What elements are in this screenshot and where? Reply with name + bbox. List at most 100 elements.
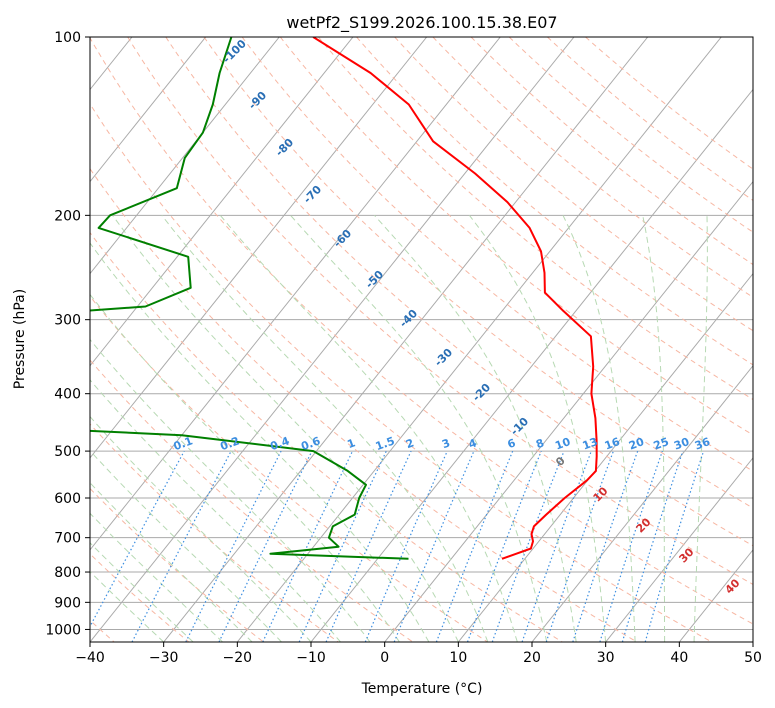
moist-adiabat-label: 10: [591, 484, 611, 504]
x-tick-label: 50: [744, 650, 762, 666]
x-tick-label: −10: [296, 650, 326, 666]
mixing-ratio-line: [621, 450, 684, 642]
moist-adiabat-label: 0: [553, 454, 568, 469]
y-tick-label: 300: [54, 313, 81, 329]
x-tick-label: −40: [75, 650, 105, 666]
mixing-ratio-label: 10: [553, 435, 572, 453]
mixing-ratio-line: [545, 450, 614, 642]
x-tick-label: 30: [597, 650, 615, 666]
moist-adiabat-line: [90, 415, 312, 642]
moist-adiabat-line: [112, 215, 459, 642]
mixing-ratio-label: 3: [440, 436, 452, 451]
dry-adiabat-line: [90, 37, 753, 625]
dry-adiabat-label: -70: [301, 183, 324, 206]
isotherm-line: [531, 364, 753, 642]
mixing-ratio-label: 0.4: [269, 434, 292, 453]
x-tick-label: 0: [380, 650, 389, 666]
moist-adiabat-line: [90, 542, 194, 642]
dry-adiabat-label: -100: [220, 37, 249, 66]
dry-adiabat-line: [318, 37, 753, 401]
mixing-ratio-label: 36: [693, 435, 712, 453]
x-tick-label: 10: [449, 650, 467, 666]
moist-adiabat-line: [290, 214, 548, 642]
dry-adiabat-line: [432, 37, 753, 298]
moist-adiabat-line: [562, 215, 636, 642]
isotherm-line: [90, 37, 280, 275]
isotherm-line: [457, 272, 753, 642]
moist-adiabat-line: [219, 214, 518, 642]
isotherm-line: [605, 457, 753, 642]
moist-adiabat-line: [90, 338, 371, 642]
isotherm-line: [90, 37, 428, 459]
mixing-ratio-label: 1.5: [374, 434, 397, 453]
moist-adiabat-line: [90, 570, 165, 642]
moist-adiabat-line: [90, 512, 223, 642]
moist-adiabat-label: 20: [634, 515, 654, 535]
moist-adiabat-line: [374, 214, 577, 642]
plot-data: [90, 37, 598, 560]
mixing-ratio-line: [218, 450, 313, 642]
chart-title: wetPf2_S199.2026.100.15.38.E07: [286, 13, 557, 33]
moist-adiabat-line: [90, 379, 341, 642]
mixing-ratio-line: [521, 450, 592, 642]
moist-adiabat-line: [469, 214, 607, 642]
dry-adiabat-line: [90, 167, 638, 642]
dry-adiabat-line: [508, 37, 753, 233]
y-tick-label: 400: [54, 387, 81, 403]
mixing-ratio-label: 16: [603, 435, 622, 453]
moist-adiabat-line: [90, 482, 253, 642]
y-axis-label: Pressure (hPa): [12, 289, 28, 389]
mixing-ratio-line: [599, 450, 663, 642]
isotherm-line: [0, 37, 58, 642]
isotherm-line: [90, 37, 354, 367]
dry-adiabat-line: [165, 37, 753, 547]
x-tick-label: 40: [670, 650, 688, 666]
dry-adiabat-line: [241, 37, 753, 472]
plot-background-lines: [0, 37, 753, 642]
isotherm-line: [384, 180, 753, 642]
moist-adiabat-line: [161, 214, 489, 642]
mixing-ratio-line: [325, 450, 412, 642]
mixing-ratio-label: 0.1: [172, 434, 195, 453]
mixing-ratio-line: [572, 450, 639, 642]
temperature-line: [312, 37, 598, 560]
x-tick-label: −20: [223, 650, 253, 666]
moist-adiabat-line: [90, 242, 430, 642]
mixing-ratio-line: [491, 450, 565, 642]
dry-adiabat-line: [90, 423, 339, 642]
mixing-ratio-label: 0.2: [219, 434, 242, 453]
dry-adiabat-line: [394, 37, 753, 332]
dry-adiabat-label: -60: [331, 227, 354, 250]
x-axis-label: Temperature (°C): [361, 681, 483, 697]
isotherm-line: [90, 37, 501, 551]
isotherm-line: [90, 37, 207, 183]
plot-frame: [89, 36, 754, 643]
dry-adiabat-line: [203, 37, 753, 509]
mixing-ratio-line: [298, 450, 387, 642]
mixing-ratio-label: 6: [506, 436, 518, 451]
isotherm-line: [752, 641, 753, 642]
dewpoint-line: [90, 37, 409, 560]
mixing-ratio-line: [435, 450, 514, 642]
isotherm-line: [163, 37, 649, 642]
mixing-ratio-line: [364, 450, 448, 642]
dry-adiabat-line: [90, 487, 264, 642]
mixing-ratio-label: 4: [467, 436, 479, 451]
dry-adiabat-line: [90, 103, 712, 642]
isotherm-line: [236, 37, 722, 642]
dry-adiabat-label: -90: [246, 89, 269, 112]
moist-adiabat-line: [642, 215, 666, 642]
moist-adiabat-line: [90, 293, 400, 642]
dry-adiabat-line: [90, 295, 488, 642]
y-tick-label: 500: [54, 444, 81, 460]
isotherm-line: [678, 549, 753, 642]
y-tick-label: 600: [54, 491, 81, 507]
axis-ticks: −40 −30 −20 −10 0 10 20 30 40 5010020030040050060…: [45, 30, 762, 666]
mixing-ratio-label: 13: [581, 435, 600, 452]
y-tick-label: 700: [54, 531, 81, 547]
mixing-ratio-label: 20: [627, 435, 646, 453]
mixing-ratio-line: [466, 450, 542, 642]
mixing-ratio-label: 1: [346, 436, 358, 451]
